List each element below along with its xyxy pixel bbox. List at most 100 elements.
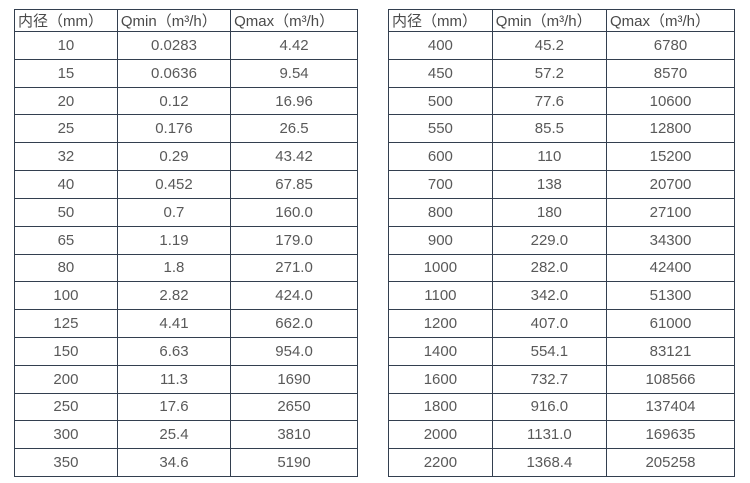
table-cell: 16.96 [230, 86, 358, 116]
table-cell: 26.5 [230, 114, 358, 144]
table-row: 80 1.8 271.0 [14, 253, 358, 283]
table-cell: 27100 [605, 197, 736, 227]
table-cell: 1600 [388, 364, 493, 394]
table-cell: 57.2 [491, 58, 607, 88]
table-cell: 80 [14, 253, 118, 283]
table-row: 10 0.0283 4.42 [14, 31, 358, 60]
table-row: 1600 732.7 108566 [388, 364, 736, 394]
table-cell: 34.6 [116, 448, 232, 477]
table-body: 400 45.2 6780 450 57.2 8570 500 77.6 10600 550 85.… [388, 31, 736, 477]
table-cell: 100 [14, 281, 118, 311]
table-cell: 1800 [388, 392, 493, 422]
table-cell: 800 [388, 197, 493, 227]
table-cell: 0.176 [116, 114, 232, 144]
table-cell: 550 [388, 114, 493, 144]
table-cell: 12800 [605, 114, 736, 144]
table-header-row: 内径（mm） Qmin（m³/h） Qmax（m³/h） [14, 9, 358, 32]
column-header-qmax: Qmax（m³/h） [230, 9, 358, 32]
table-cell: 205258 [605, 448, 736, 477]
table-row: 125 4.41 662.0 [14, 309, 358, 338]
table-cell: 450 [388, 58, 493, 88]
table-cell: 137404 [605, 392, 736, 422]
table-cell: 0.7 [116, 197, 232, 227]
column-header-inner-diameter: 内径（mm） [388, 9, 493, 32]
table-row: 400 45.2 6780 [388, 31, 736, 60]
table-cell: 15 [14, 58, 118, 88]
table-cell: 110 [491, 142, 607, 172]
table-cell: 662.0 [230, 309, 358, 338]
table-row: 25 0.176 26.5 [14, 114, 358, 144]
table-cell: 1400 [388, 336, 493, 366]
table-cell: 11.3 [116, 364, 232, 394]
table-row: 1800 916.0 137404 [388, 392, 736, 422]
table-row: 32 0.29 43.42 [14, 142, 358, 172]
table-cell: 0.0283 [116, 31, 232, 60]
table-cell: 83121 [605, 336, 736, 366]
table-cell: 0.452 [116, 170, 232, 199]
table-cell: 732.7 [491, 364, 607, 394]
table-cell: 1.19 [116, 225, 232, 255]
table-cell: 125 [14, 309, 118, 338]
table-cell: 0.29 [116, 142, 232, 172]
table-row: 1000 282.0 42400 [388, 253, 736, 283]
table-body: 10 0.0283 4.42 15 0.0636 9.54 20 0.12 16.96 25 0.1… [14, 31, 358, 477]
table-cell: 271.0 [230, 253, 358, 283]
table-cell: 40 [14, 170, 118, 199]
table-cell: 342.0 [491, 281, 607, 311]
table-cell: 3810 [230, 420, 358, 450]
table-cell: 954.0 [230, 336, 358, 366]
table-header-row: 内径（mm） Qmin（m³/h） Qmax（m³/h） [388, 9, 736, 32]
column-header-qmax: Qmax（m³/h） [605, 9, 736, 32]
table-cell: 25 [14, 114, 118, 144]
table-cell: 4.41 [116, 309, 232, 338]
table-cell: 1100 [388, 281, 493, 311]
table-cell: 43.42 [230, 142, 358, 172]
column-header-inner-diameter: 内径（mm） [14, 9, 118, 32]
table-cell: 300 [14, 420, 118, 450]
table-cell: 15200 [605, 142, 736, 172]
table-row: 200 11.3 1690 [14, 364, 358, 394]
table-cell: 407.0 [491, 309, 607, 338]
table-cell: 42400 [605, 253, 736, 283]
table-cell: 85.5 [491, 114, 607, 144]
table-cell: 1200 [388, 309, 493, 338]
table-cell: 10600 [605, 86, 736, 116]
table-cell: 554.1 [491, 336, 607, 366]
table-cell: 67.85 [230, 170, 358, 199]
table-cell: 6780 [605, 31, 736, 60]
table-cell: 50 [14, 197, 118, 227]
table-row: 300 25.4 3810 [14, 420, 358, 450]
table-cell: 1000 [388, 253, 493, 283]
table-cell: 34300 [605, 225, 736, 255]
table-cell: 2200 [388, 448, 493, 477]
table-cell: 61000 [605, 309, 736, 338]
table-cell: 700 [388, 170, 493, 199]
table-cell: 180 [491, 197, 607, 227]
table-cell: 229.0 [491, 225, 607, 255]
table-cell: 900 [388, 225, 493, 255]
table-cell: 150 [14, 336, 118, 366]
table-row: 550 85.5 12800 [388, 114, 736, 144]
flow-range-table-small-diameters: 内径（mm） Qmin（m³/h） Qmax（m³/h） 10 0.0283 4.4… [14, 9, 358, 477]
table-cell: 20 [14, 86, 118, 116]
table-cell: 138 [491, 170, 607, 199]
column-header-qmin: Qmin（m³/h） [116, 9, 232, 32]
table-cell: 9.54 [230, 58, 358, 88]
table-cell: 424.0 [230, 281, 358, 311]
table-row: 1200 407.0 61000 [388, 309, 736, 338]
table-cell: 1.8 [116, 253, 232, 283]
table-row: 1100 342.0 51300 [388, 281, 736, 311]
table-cell: 5190 [230, 448, 358, 477]
table-row: 20 0.12 16.96 [14, 86, 358, 116]
column-header-qmin: Qmin（m³/h） [491, 9, 607, 32]
table-cell: 500 [388, 86, 493, 116]
table-cell: 400 [388, 31, 493, 60]
table-cell: 108566 [605, 364, 736, 394]
table-cell: 916.0 [491, 392, 607, 422]
table-row: 40 0.452 67.85 [14, 170, 358, 199]
table-row: 65 1.19 179.0 [14, 225, 358, 255]
table-row: 500 77.6 10600 [388, 86, 736, 116]
table-cell: 25.4 [116, 420, 232, 450]
table-cell: 600 [388, 142, 493, 172]
table-row: 450 57.2 8570 [388, 58, 736, 88]
